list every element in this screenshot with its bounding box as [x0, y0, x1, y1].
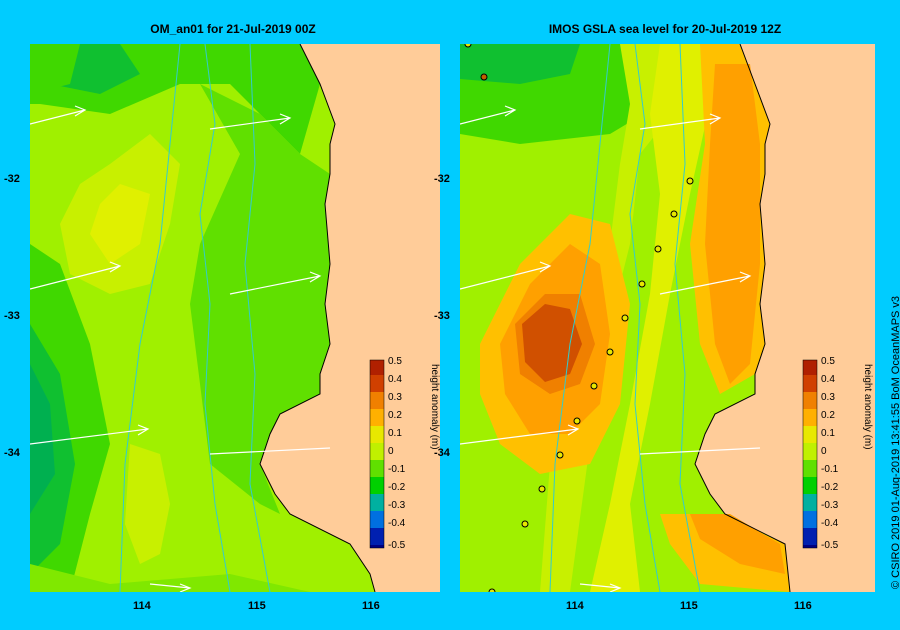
- cb-tick: 0.2: [821, 410, 835, 421]
- cb-tick: -0.2: [388, 482, 406, 493]
- cb-tick: 0.5: [821, 356, 835, 367]
- colorbar-label: height anomaly (m): [429, 364, 440, 450]
- cb-tick: 0.3: [388, 392, 402, 403]
- right-y-tick: -32: [434, 173, 450, 185]
- right-bathymetry-contours: [549, 44, 701, 592]
- cb-tick: -0.2: [821, 482, 839, 493]
- cb-tick: -0.3: [388, 500, 406, 511]
- cb-tick: 0.3: [821, 392, 835, 403]
- cb-tick: -0.5: [388, 540, 406, 551]
- right-map: 0.5 0.4 0.3 0.2 0.1 0 -0.1 -0.2 -0.3 -0.…: [460, 44, 875, 592]
- left-colorbar: 0.5 0.4 0.3 0.2 0.1 0 -0.1 -0.2 -0.3 -0.…: [369, 356, 440, 551]
- cb-tick: 0: [821, 446, 827, 457]
- left-map-title: OM_an01 for 21-Jul-2019 00Z: [150, 22, 316, 36]
- left-x-tick: 115: [248, 600, 266, 612]
- left-bathymetry-contours: [119, 44, 271, 592]
- left-x-tick: 114: [133, 600, 151, 612]
- cb-tick: 0: [388, 446, 394, 457]
- cb-tick: 0.1: [388, 428, 402, 439]
- left-y-tick: -34: [4, 447, 20, 459]
- right-x-tick: 115: [680, 600, 698, 612]
- colorbar-label: height anomaly (m): [862, 364, 873, 450]
- cb-tick: 0.1: [821, 428, 835, 439]
- left-coastline: [259, 44, 376, 592]
- right-coastline: [694, 44, 791, 592]
- right-x-tick: 114: [566, 600, 584, 612]
- cb-tick: -0.5: [821, 540, 839, 551]
- left-map: 0.5 0.4 0.3 0.2 0.1 0 -0.1 -0.2 -0.3 -0.…: [30, 44, 440, 592]
- cb-tick: 0.4: [388, 374, 402, 385]
- cb-tick: -0.3: [821, 500, 839, 511]
- cb-tick: 0.5: [388, 356, 402, 367]
- left-x-tick: 116: [362, 600, 380, 612]
- cb-tick: -0.1: [388, 464, 406, 475]
- right-y-tick: -33: [434, 310, 450, 322]
- cb-tick: 0.4: [821, 374, 835, 385]
- tide-gauge-markers: [464, 44, 694, 592]
- cb-tick: -0.4: [388, 518, 406, 529]
- left-y-tick: -32: [4, 173, 20, 185]
- left-current-vectors: [30, 105, 331, 592]
- cb-tick: 0.2: [388, 410, 402, 421]
- credit-text: © CSIRO 2019 01-Aug-2019 13:41:55 BoM Oc…: [890, 295, 900, 589]
- right-x-tick: 116: [794, 600, 812, 612]
- cb-tick: -0.1: [821, 464, 839, 475]
- cb-tick: -0.4: [821, 518, 839, 529]
- right-current-vectors: [460, 105, 761, 592]
- left-y-tick: -33: [4, 310, 20, 322]
- right-y-tick: -34: [434, 447, 450, 459]
- right-colorbar: 0.5 0.4 0.3 0.2 0.1 0 -0.1 -0.2 -0.3 -0.…: [802, 356, 873, 551]
- right-map-title: IMOS GSLA sea level for 20-Jul-2019 12Z: [548, 22, 782, 36]
